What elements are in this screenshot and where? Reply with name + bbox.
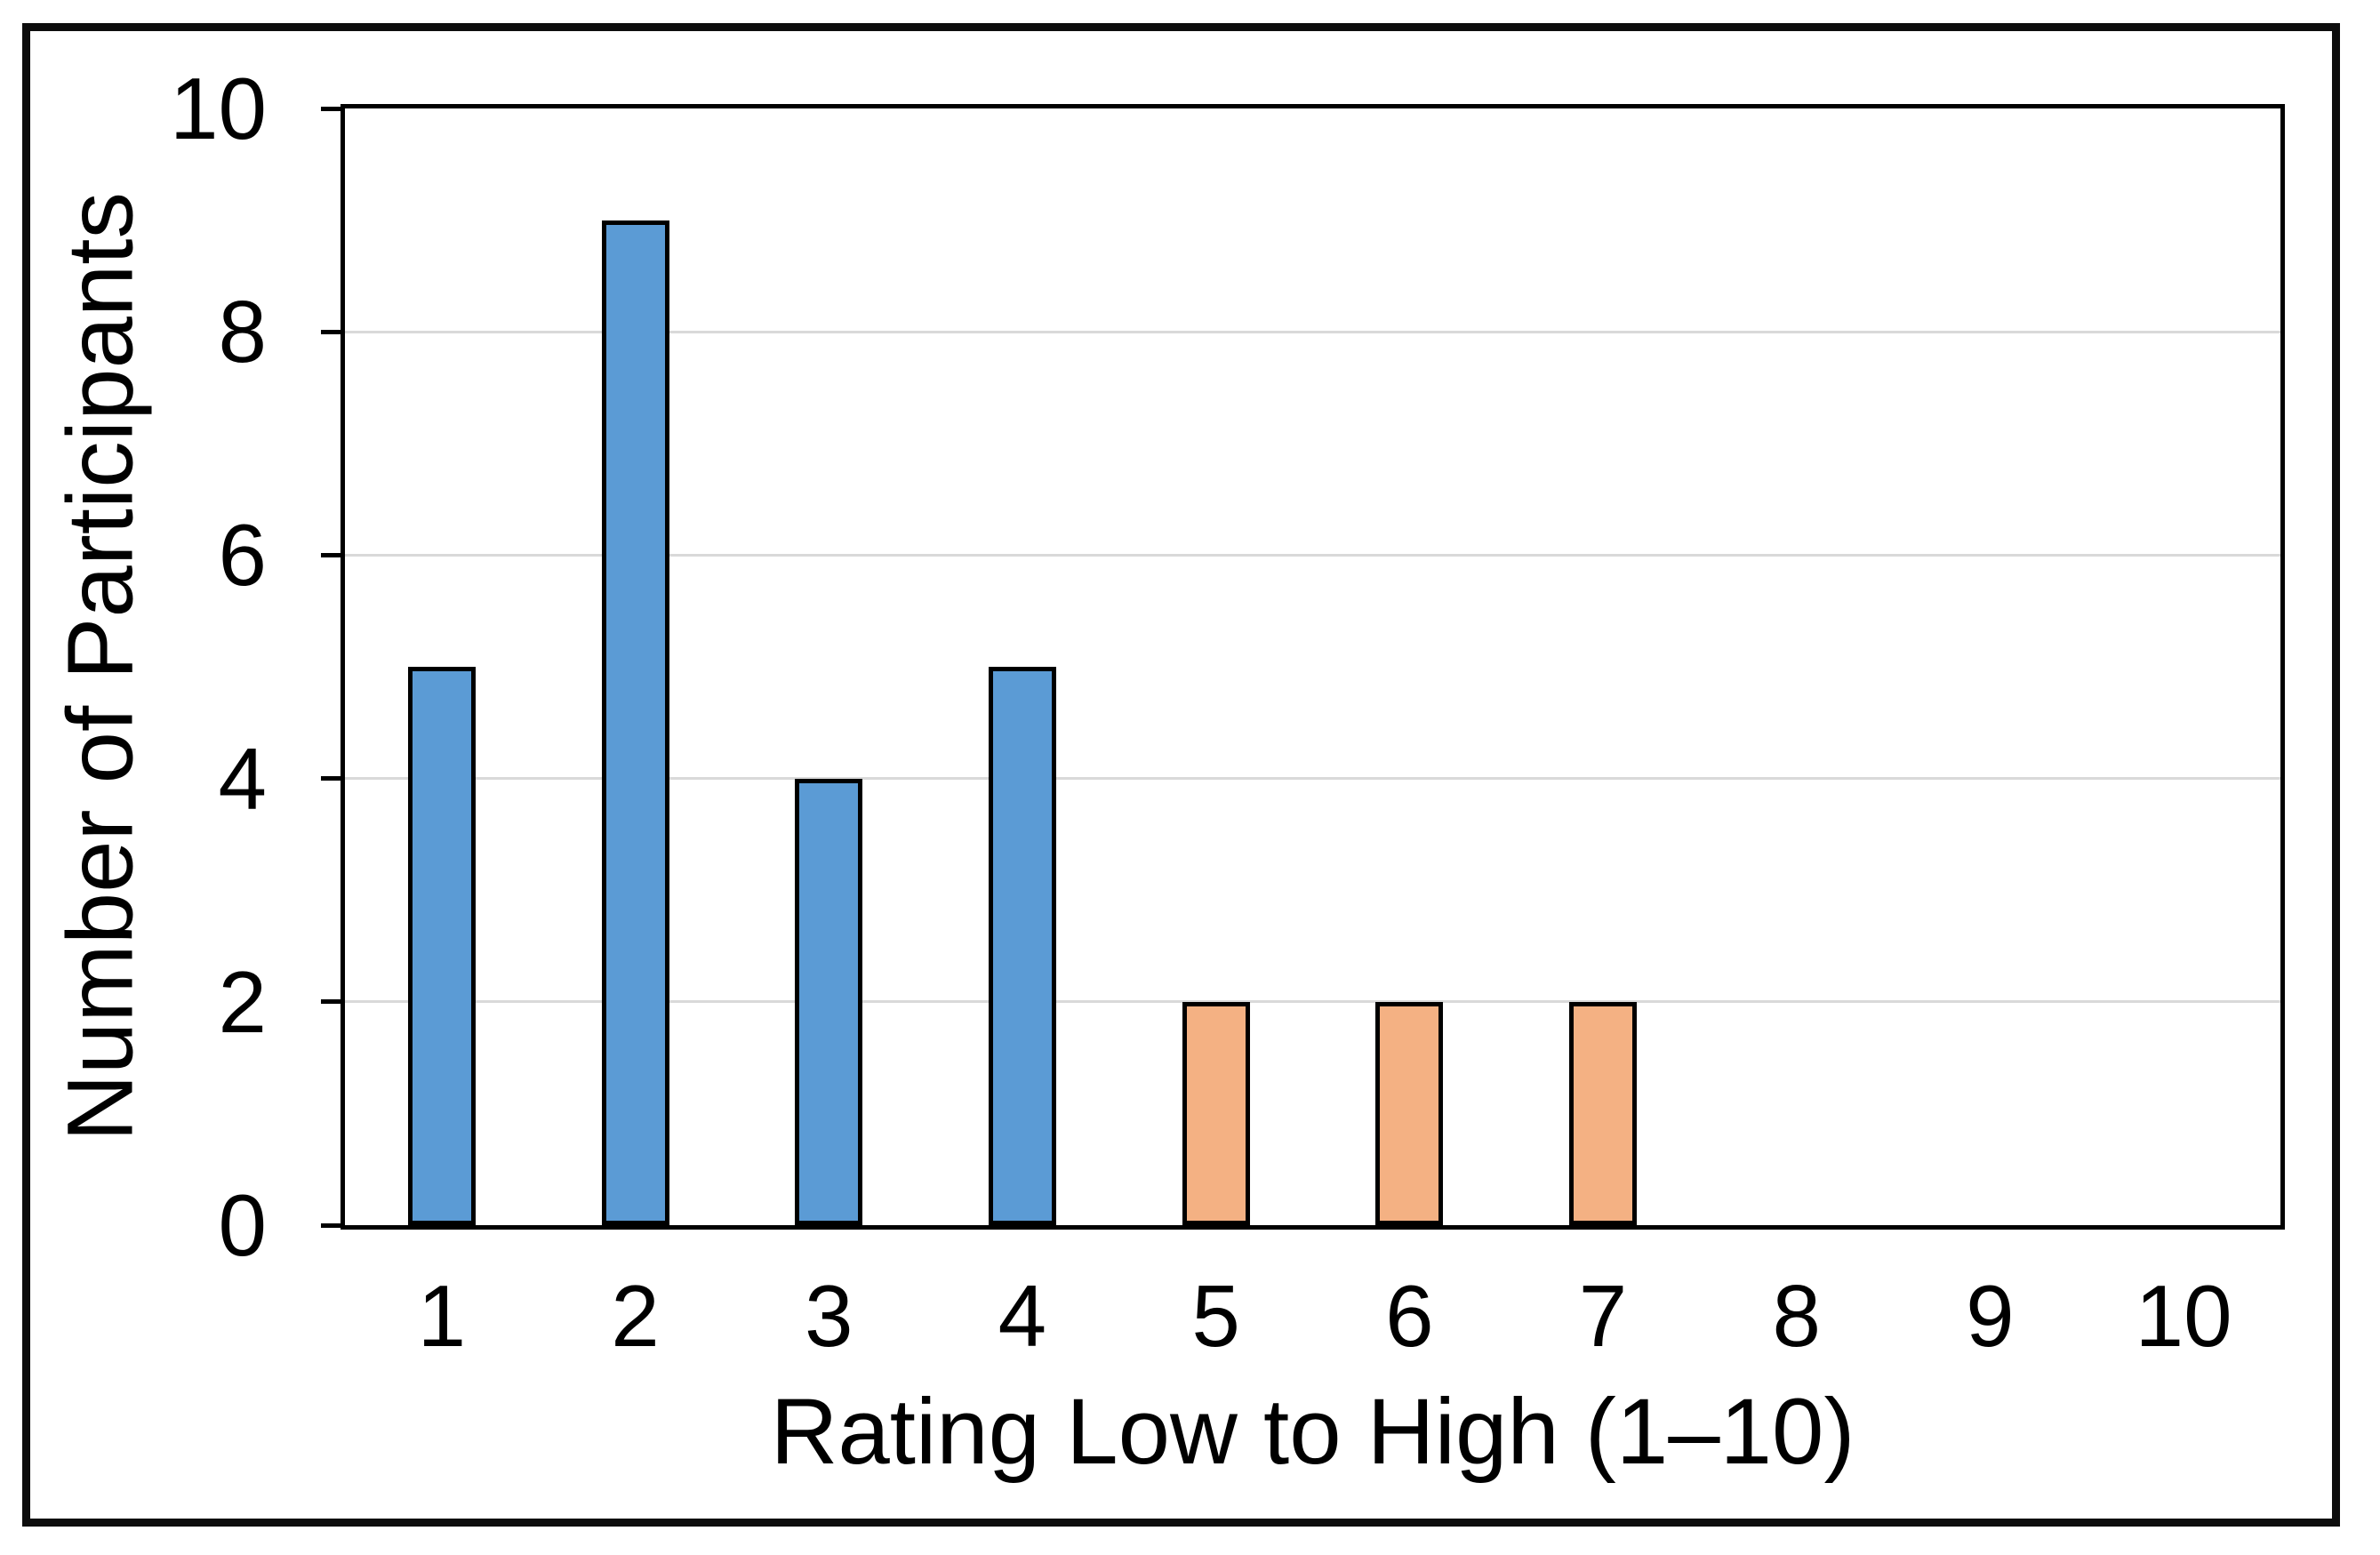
- bar-rating-7: [1569, 1001, 1638, 1225]
- x-axis-label-6: 6: [1385, 1267, 1434, 1365]
- y-axis-label-8: 8: [218, 283, 267, 381]
- y-axis-label-0: 0: [218, 1176, 267, 1274]
- x-axis-label-2: 2: [611, 1267, 660, 1365]
- y-axis-tick-mark-6: [321, 552, 341, 557]
- x-axis-label-8: 8: [1772, 1267, 1821, 1365]
- x-axis-label-5: 5: [1191, 1267, 1240, 1365]
- y-axis-tick-mark-10: [321, 106, 341, 111]
- y-axis-tick-mark-4: [321, 776, 341, 782]
- y-axis-tick-mark-8: [321, 329, 341, 334]
- x-axis-label-10: 10: [2135, 1267, 2232, 1365]
- x-axis-title: Rating Low to High (1–10): [770, 1380, 1855, 1484]
- y-axis-label-10: 10: [169, 60, 267, 157]
- x-axis-label-7: 7: [1578, 1267, 1628, 1365]
- bar-rating-2: [601, 220, 669, 1225]
- gridline-y-6: [345, 553, 2280, 557]
- y-axis-label-6: 6: [218, 506, 267, 605]
- gridline-y-4: [345, 777, 2280, 781]
- y-axis-label-4: 4: [218, 729, 267, 828]
- x-axis-label-3: 3: [804, 1267, 853, 1365]
- bar-rating-4: [988, 667, 1056, 1225]
- y-axis-tick-mark-2: [321, 999, 341, 1005]
- gridline-y-2: [345, 1000, 2280, 1004]
- plot-area: [321, 104, 2285, 1230]
- bar-rating-6: [1375, 1001, 1444, 1225]
- x-axis-label-9: 9: [1966, 1267, 2015, 1365]
- bar-rating-3: [795, 778, 863, 1225]
- bar-rating-1: [407, 667, 476, 1225]
- x-axis-label-1: 1: [417, 1267, 467, 1365]
- gridline-y-8: [345, 330, 2280, 333]
- y-axis-label-2: 2: [218, 952, 267, 1051]
- bar-rating-5: [1182, 1001, 1250, 1225]
- y-axis-tick-mark-0: [321, 1222, 341, 1228]
- x-axis-label-4: 4: [998, 1267, 1047, 1365]
